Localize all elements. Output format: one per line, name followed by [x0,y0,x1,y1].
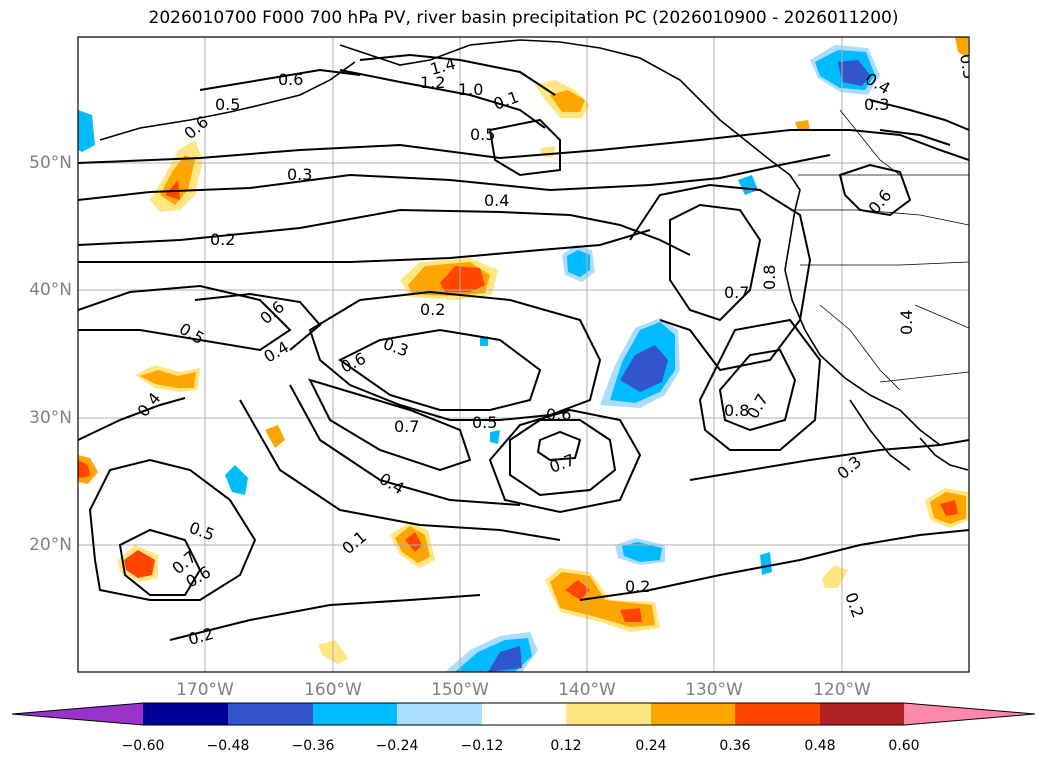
colorbar-segment [820,703,904,725]
colorbar-segment [228,703,313,725]
contour-label: 0.4 [376,469,408,498]
contour-label: 0.2 [420,300,445,319]
positive-anomaly [822,565,848,588]
contour-label: 0.4 [484,191,509,210]
contour-label: 0.7 [394,417,419,436]
colorbar-outline [11,702,1036,726]
contour-label: 0.3 [381,334,411,361]
positive-anomaly [440,266,485,292]
map-title: 2026010700 F000 700 hPa PV, river basin … [148,8,899,28]
contour-label: 0.2 [186,624,216,649]
graticule [78,37,969,672]
colorbar-segment [397,703,482,725]
contour-label: 0.2 [210,230,235,249]
colorbar-tick-label: −0.36 [291,738,335,754]
negative-anomaly [490,430,500,444]
coastlines [99,39,969,471]
contour-label: 0.2 [841,590,868,620]
lat-label: 20°N [29,535,72,555]
lon-label: 170°W [176,680,234,700]
contour-labels: 1.4 1.2 1.0 0.6 0.5 0.6 0.1 0.5 0.3 0.4 … [134,52,979,649]
positive-anomaly [955,37,968,58]
lat-label: 30°N [29,408,72,428]
colorbar-segment [735,703,820,725]
positive-anomaly [550,90,585,112]
negative-anomaly [225,465,248,495]
map-plot-area: 1.4 1.2 1.0 0.6 0.5 0.6 0.1 0.5 0.3 0.4 … [78,37,979,672]
contour-label: 0.2 [625,577,650,596]
colorbar-extend-left [12,703,143,725]
colorbar-tick-label: −0.48 [206,738,250,754]
positive-anomaly [124,550,155,578]
colorbar [11,702,1036,726]
colorbar-segment [482,703,566,725]
positive-anomaly [940,500,958,516]
contour-label: 0.4 [134,389,165,421]
contour-label: 0.5 [176,319,208,348]
colorbar-tick-label: 0.60 [888,738,920,754]
colorbar-segment [313,703,397,725]
contour-label: 0.5 [956,52,979,80]
contour-label: 0.3 [864,95,889,114]
contour-label: 0.8 [760,265,779,290]
negative-anomaly [838,60,870,86]
positive-anomaly [540,146,556,158]
contour-label: 0.4 [261,337,293,366]
colorbar-extend-right [904,703,1035,725]
negative-anomaly [488,646,522,672]
colorbar-segment [143,703,228,725]
negative-anomaly [622,542,662,562]
lat-label: 50°N [29,153,72,173]
map-frame [77,36,970,673]
precipitation-shading [78,37,968,672]
colorbar-tick-label: −0.24 [375,738,419,754]
negative-anomaly [620,345,668,392]
positive-anomaly [165,180,180,200]
positive-anomaly [140,370,196,388]
positive-anomaly [565,580,642,622]
contour-label: 0.4 [897,310,916,335]
contour-label: 0.1 [338,527,370,558]
lon-label: 140°W [558,680,616,700]
positive-anomaly [265,425,285,448]
contour-label: 0.6 [278,70,303,89]
colorbar-tick-label: −0.60 [121,738,165,754]
negative-anomaly [567,250,590,277]
colorbar-tick-label: −0.12 [460,738,504,754]
contour-label: 1.0 [458,80,483,99]
colorbar-tick-label: 0.36 [719,738,751,754]
colorbar-segment [566,703,651,725]
lat-label: 40°N [29,280,72,300]
lon-label: 120°W [813,680,871,700]
lon-label: 130°W [685,680,743,700]
contour-label: 0.7 [724,283,749,302]
lon-label: 150°W [431,680,489,700]
contour-label: 0.8 [724,401,749,420]
pv-contours [78,53,969,641]
colorbar-tick-label: 0.48 [804,738,836,754]
contour-label: 0.6 [546,405,571,424]
contour-label: 0.5 [472,413,497,432]
colorbar-tick-label: 0.12 [550,738,582,754]
negative-anomaly [738,175,758,195]
lon-label: 160°W [304,680,362,700]
contour-label: 0.6 [338,349,369,377]
contour-label: 0.5 [470,125,495,144]
contour-label: 0.7 [547,450,577,477]
negative-anomaly [78,110,95,152]
contour-label: 0.3 [287,165,312,184]
borders [790,109,969,391]
contour-label: 1.2 [420,73,445,92]
positive-anomaly [795,120,810,130]
positive-anomaly [78,460,90,478]
contour-label: 0.5 [215,95,240,114]
contour-label: 0.5 [187,518,217,545]
negative-anomaly [760,552,772,575]
colorbar-tick-label: 0.24 [635,738,667,754]
positive-anomaly [405,532,422,552]
colorbar-segment [651,703,735,725]
